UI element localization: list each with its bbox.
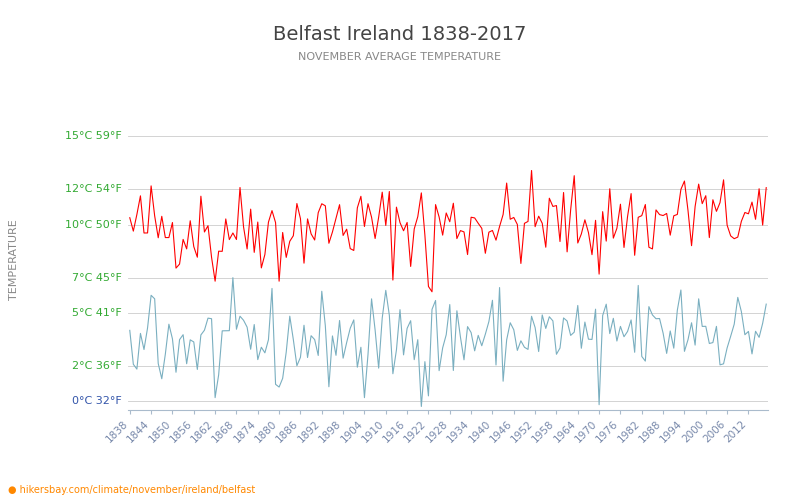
Text: NOVEMBER AVERAGE TEMPERATURE: NOVEMBER AVERAGE TEMPERATURE xyxy=(298,52,502,62)
Text: 0°C 32°F: 0°C 32°F xyxy=(72,396,122,406)
Text: 10°C 50°F: 10°C 50°F xyxy=(65,220,122,230)
Text: 15°C 59°F: 15°C 59°F xyxy=(65,132,122,141)
Text: ● hikersbay.com/climate/november/ireland/belfast: ● hikersbay.com/climate/november/ireland… xyxy=(8,485,255,495)
Text: 5°C 41°F: 5°C 41°F xyxy=(72,308,122,318)
Text: 2°C 36°F: 2°C 36°F xyxy=(72,361,122,371)
Text: TEMPERATURE: TEMPERATURE xyxy=(10,220,19,300)
Text: Belfast Ireland 1838-2017: Belfast Ireland 1838-2017 xyxy=(274,25,526,44)
Text: 7°C 45°F: 7°C 45°F xyxy=(72,272,122,282)
Text: 12°C 54°F: 12°C 54°F xyxy=(65,184,122,194)
